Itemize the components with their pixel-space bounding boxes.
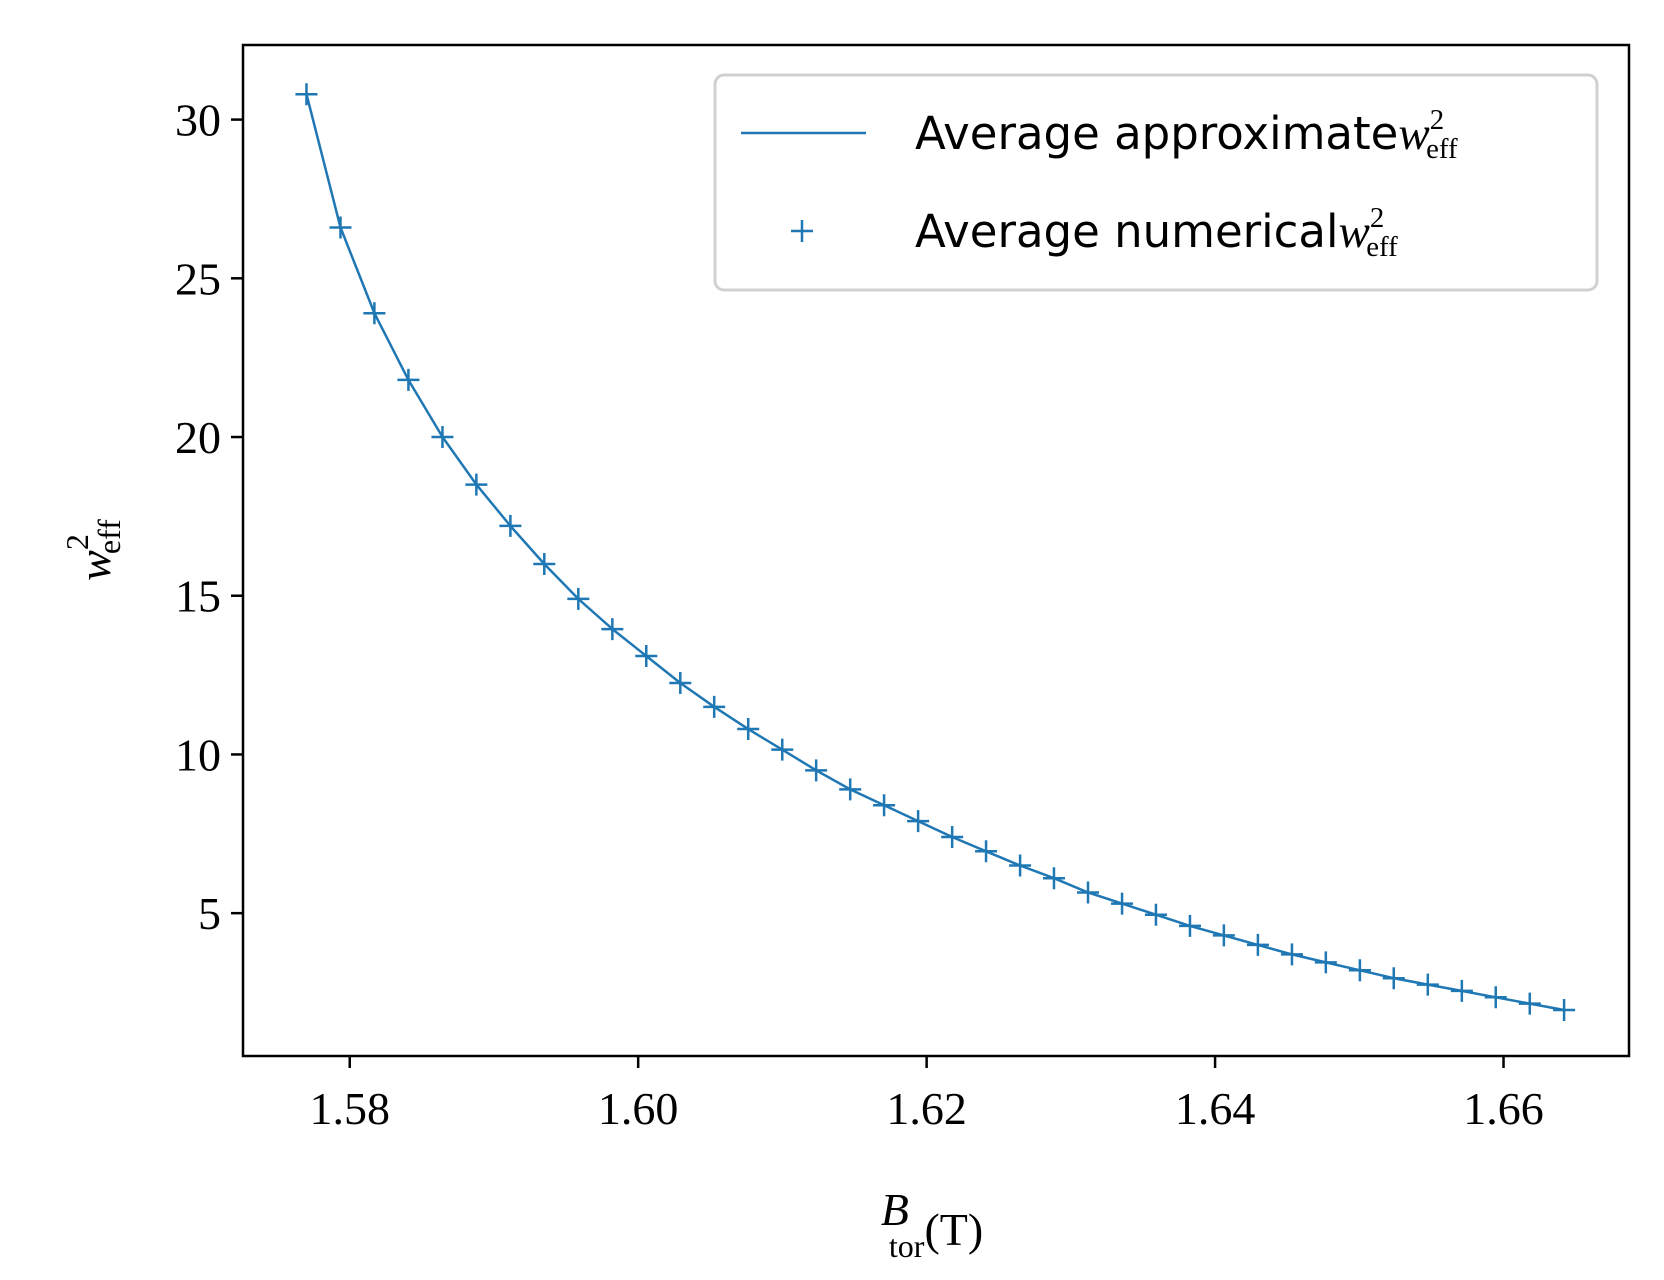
plus-marker (397, 368, 420, 391)
plus-marker (1111, 892, 1134, 915)
math-sup: 2 (59, 534, 95, 550)
x-tick-label: 1.60 (598, 1083, 679, 1134)
plus-marker (431, 426, 454, 449)
x-tick-label: 1.66 (1463, 1083, 1544, 1134)
plus-marker (635, 645, 658, 668)
plus-marker (771, 738, 794, 761)
plus-marker (363, 302, 386, 325)
x-tick-label: 1.58 (309, 1083, 390, 1134)
math-base: w (1338, 206, 1369, 258)
math-sup: 2 (1430, 104, 1444, 136)
math-base: w (69, 550, 120, 581)
plus-marker (1246, 933, 1269, 956)
plus-marker (873, 794, 896, 817)
plus-marker (329, 216, 352, 239)
x-tick-label: 1.64 (1175, 1083, 1256, 1134)
y-axis-label: w2eff (59, 519, 127, 581)
plus-marker (1484, 986, 1507, 1009)
math-base: w (1398, 108, 1429, 160)
math-sub: tor (889, 1228, 925, 1264)
plus-marker (1416, 973, 1439, 996)
x-tick-label: 1.62 (886, 1083, 967, 1134)
plus-marker (1144, 903, 1167, 926)
plus-marker (1553, 998, 1576, 1021)
y-tick-label: 15 (175, 571, 221, 622)
y-tick-label: 20 (175, 412, 221, 463)
plus-marker (567, 587, 590, 610)
plus-marker (1042, 867, 1065, 890)
plus-marker (1009, 854, 1032, 877)
plus-marker (1178, 914, 1201, 937)
legend-box (713, 73, 1599, 292)
math-sub: eff (1426, 133, 1458, 165)
plus-marker (1314, 951, 1337, 974)
plus-marker (1077, 881, 1100, 904)
plus-marker (533, 552, 556, 575)
y-axis-label-group: w2eff (59, 519, 127, 581)
plus-marker (1450, 979, 1473, 1002)
legend-math: w2 eff (1338, 202, 1398, 263)
plus-marker (1280, 943, 1303, 966)
plus-marker (839, 778, 862, 801)
plus-marker (601, 618, 624, 641)
plus-marker (499, 514, 522, 537)
y-tick-label: 25 (175, 253, 221, 304)
y-tick-label: 10 (175, 729, 221, 780)
plus-marker (791, 220, 813, 242)
plus-marker (1348, 959, 1371, 982)
legend-name: Average numerical (915, 205, 1338, 258)
math-sup: 2 (1370, 202, 1384, 234)
plus-marker (295, 83, 318, 106)
legend-label: Average approximatew2 eff (915, 104, 1458, 165)
plus-marker (941, 825, 964, 848)
plus-marker (465, 473, 488, 496)
y-tick-label: 5 (198, 888, 221, 939)
math-base: B (881, 1184, 909, 1235)
y-tick-label: 30 (175, 95, 221, 146)
plus-marker (907, 810, 930, 833)
plus-marker (1518, 992, 1541, 1015)
plus-marker (975, 840, 998, 863)
math-unit: (T) (924, 1204, 983, 1255)
plus-marker (805, 759, 828, 782)
math-sub: eff (1366, 231, 1398, 263)
legend-math: w2 eff (1398, 104, 1458, 165)
plus-marker (1212, 924, 1235, 947)
plus-marker (737, 718, 760, 741)
data-line (305, 93, 1565, 1012)
plot-frame (241, 43, 1631, 1058)
plus-marker (1382, 967, 1405, 990)
plus-marker (669, 672, 692, 695)
math-sub: eff (91, 519, 127, 554)
plus-marker (703, 695, 726, 718)
legend-name: Average approximate (915, 107, 1398, 160)
legend-label: Average numericalw2 eff (915, 202, 1398, 263)
